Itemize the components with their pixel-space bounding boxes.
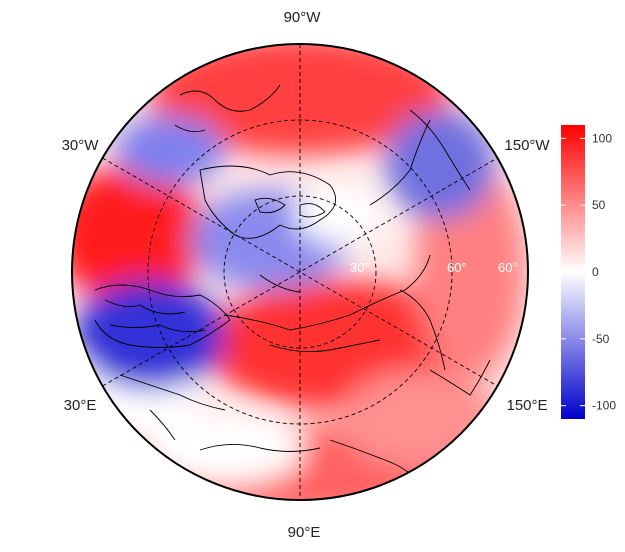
lon-label-30e: 30°E — [64, 397, 97, 414]
lat-label-60-outer: 60° — [498, 260, 518, 275]
lat-label-60-inner: 60° — [447, 260, 467, 275]
lat-label-30: 30° — [350, 260, 370, 275]
coastlines — [94, 84, 491, 486]
lon-label-90w: 90°W — [284, 9, 322, 26]
colorbar-tick-label: -50 — [592, 332, 610, 346]
lon-label-150w: 150°W — [504, 137, 550, 154]
colorbar-tick-label: 0 — [592, 265, 599, 279]
colorbar-tick-label: 50 — [592, 198, 606, 212]
lon-label-90e: 90°E — [288, 524, 321, 541]
lon-label-150e: 150°E — [506, 397, 547, 414]
map-boundary — [71, 43, 529, 501]
lon-label-30w: 30°W — [62, 137, 100, 154]
colorbar-tick-label: -100 — [592, 399, 616, 413]
colorbar-tick-label: 100 — [592, 131, 612, 145]
colorbar: 100 50 0 -50 -100 — [561, 125, 616, 419]
graticule — [102, 44, 498, 500]
colorbar-ticks: 100 50 0 -50 -100 — [561, 131, 616, 413]
